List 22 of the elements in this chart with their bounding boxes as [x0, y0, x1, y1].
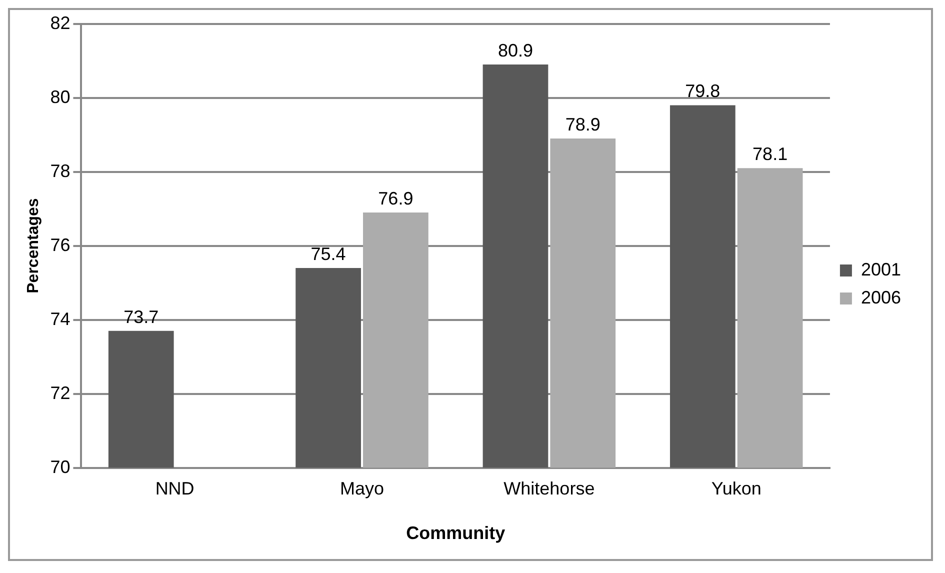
y-tick-label: 82 — [50, 12, 70, 33]
y-tick-label: 80 — [50, 86, 70, 107]
y-tick-label: 72 — [50, 382, 70, 403]
y-tick-label: 74 — [50, 308, 70, 329]
data-label: 78.1 — [752, 144, 788, 164]
x-tick-label: Yukon — [711, 478, 762, 499]
data-label: 80.9 — [498, 40, 534, 60]
legend-label: 2001 — [860, 259, 902, 280]
data-label: 73.7 — [124, 306, 159, 327]
x-tick-label: Whitehorse — [504, 478, 595, 499]
data-label: 75.4 — [310, 244, 346, 264]
legend-label: 2006 — [860, 287, 902, 308]
x-tick-label: Mayo — [340, 478, 384, 499]
x-tick-label: NND — [155, 478, 194, 499]
y-tick-label: 76 — [50, 234, 70, 255]
y-tick-label: 78 — [50, 160, 70, 181]
data-label: 79.8 — [685, 81, 720, 102]
x-axis-title: Community — [406, 523, 506, 544]
data-label: 76.9 — [378, 188, 414, 208]
y-axis-title: Percentages — [25, 198, 42, 294]
y-tick-label: 70 — [50, 456, 70, 477]
data-label: 78.9 — [565, 114, 600, 134]
